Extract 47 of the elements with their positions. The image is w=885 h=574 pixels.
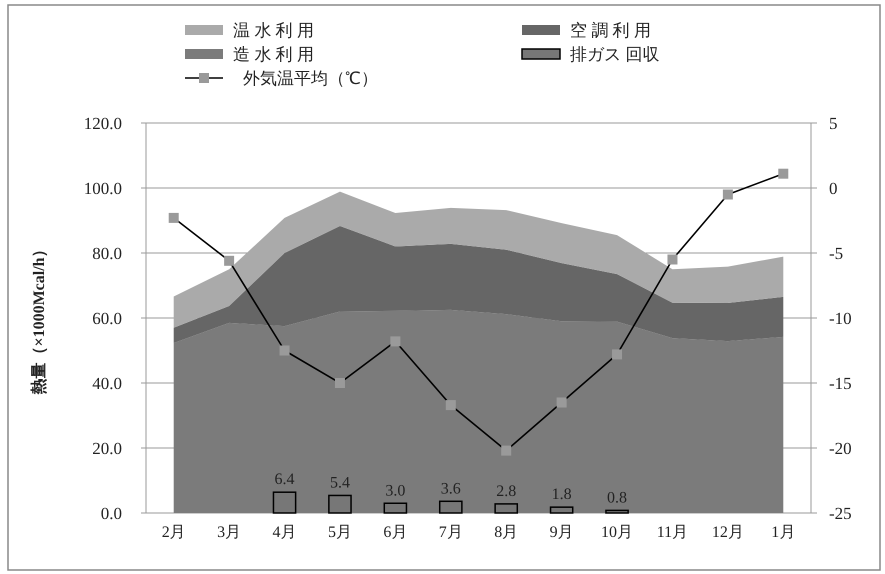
x-tick-label: 1月 — [771, 524, 796, 541]
y-tick-label: 120.0 — [84, 114, 122, 133]
legend-label: 空 調 利 用 — [570, 21, 651, 40]
y2-tick-label: -25 — [829, 504, 852, 523]
y2-tick-label: -5 — [829, 244, 844, 263]
x-tick-label: 2月 — [162, 524, 186, 541]
y-tick-label: 80.0 — [92, 244, 122, 263]
y-tick-label: 0.0 — [100, 504, 122, 523]
x-tick-label: 10月 — [601, 524, 634, 541]
y-tick-label: 100.0 — [84, 179, 122, 198]
data-label: 1.8 — [552, 486, 572, 504]
data-label: 0.8 — [607, 489, 628, 506]
axis-y2: -25 -20 -15 -10 -5 0 5 — [810, 114, 852, 523]
y2-tick-label: -20 — [829, 439, 852, 458]
legend-label: 造 水 利 用 — [233, 45, 314, 64]
x-tick-label: 6月 — [383, 524, 408, 541]
data-label: 6.4 — [274, 471, 295, 488]
legend-label: 外気温平均（℃） — [243, 69, 378, 88]
data-label: 5.4 — [330, 474, 350, 492]
y-tick-label: 20.0 — [92, 439, 122, 458]
bar — [272, 491, 296, 514]
bar — [494, 503, 518, 514]
y2-tick-label: 5 — [829, 114, 838, 133]
y-axis-title: 熱量（×1000Mcal/h） — [30, 241, 48, 396]
bar — [550, 506, 574, 514]
x-tick-label: 3月 — [217, 524, 242, 541]
bar — [328, 494, 352, 514]
x-tick-label: 11月 — [656, 524, 688, 541]
bar — [605, 510, 629, 514]
bar — [384, 502, 408, 514]
x-tick-label: 7月 — [438, 524, 463, 541]
data-label: 2.8 — [496, 482, 516, 500]
y-tick-label: 60.0 — [92, 309, 122, 328]
x-tick-label: 9月 — [550, 524, 574, 541]
legend-label: 排ガス 回収 — [570, 45, 660, 64]
y-tick-label: 40.0 — [92, 374, 122, 393]
data-label: 3.0 — [385, 482, 406, 500]
y2-tick-label: -10 — [829, 309, 852, 328]
y2-tick-label: -15 — [829, 374, 852, 393]
legend-label: 温 水 利 用 — [233, 21, 314, 40]
data-label: 3.6 — [440, 480, 461, 498]
x-tick-label: 5月 — [328, 524, 352, 541]
x-tick-label: 12月 — [712, 524, 744, 541]
bar — [438, 500, 463, 514]
x-tick-label: 4月 — [272, 524, 297, 541]
x-tick-label: 8月 — [494, 524, 518, 541]
y2-tick-label: 0 — [829, 179, 838, 198]
